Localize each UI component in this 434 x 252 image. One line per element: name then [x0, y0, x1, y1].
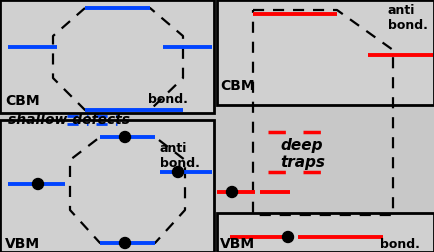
Text: bond.: bond. [148, 93, 188, 106]
Circle shape [227, 186, 237, 198]
Circle shape [172, 167, 184, 177]
Text: bond.: bond. [380, 238, 420, 251]
Circle shape [119, 237, 131, 248]
Text: VBM: VBM [5, 237, 40, 251]
Text: CBM: CBM [5, 94, 39, 108]
Bar [217, 0, 434, 105]
Text: shallow defects: shallow defects [8, 113, 130, 127]
Circle shape [283, 232, 293, 242]
Text: CBM: CBM [220, 79, 255, 93]
Circle shape [33, 178, 43, 190]
Text: anti
bond.: anti bond. [388, 4, 428, 32]
Bar [0, 0, 214, 113]
Text: VBM: VBM [220, 237, 255, 251]
Circle shape [119, 132, 131, 142]
Text: deep
traps: deep traps [280, 138, 325, 170]
Text: anti
bond.: anti bond. [160, 142, 200, 170]
Bar [0, 120, 214, 252]
Bar [217, 213, 434, 252]
